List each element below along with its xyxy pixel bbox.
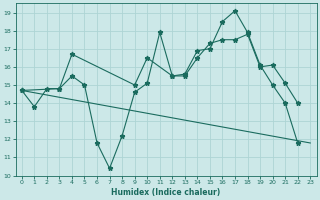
- X-axis label: Humidex (Indice chaleur): Humidex (Indice chaleur): [111, 188, 221, 197]
